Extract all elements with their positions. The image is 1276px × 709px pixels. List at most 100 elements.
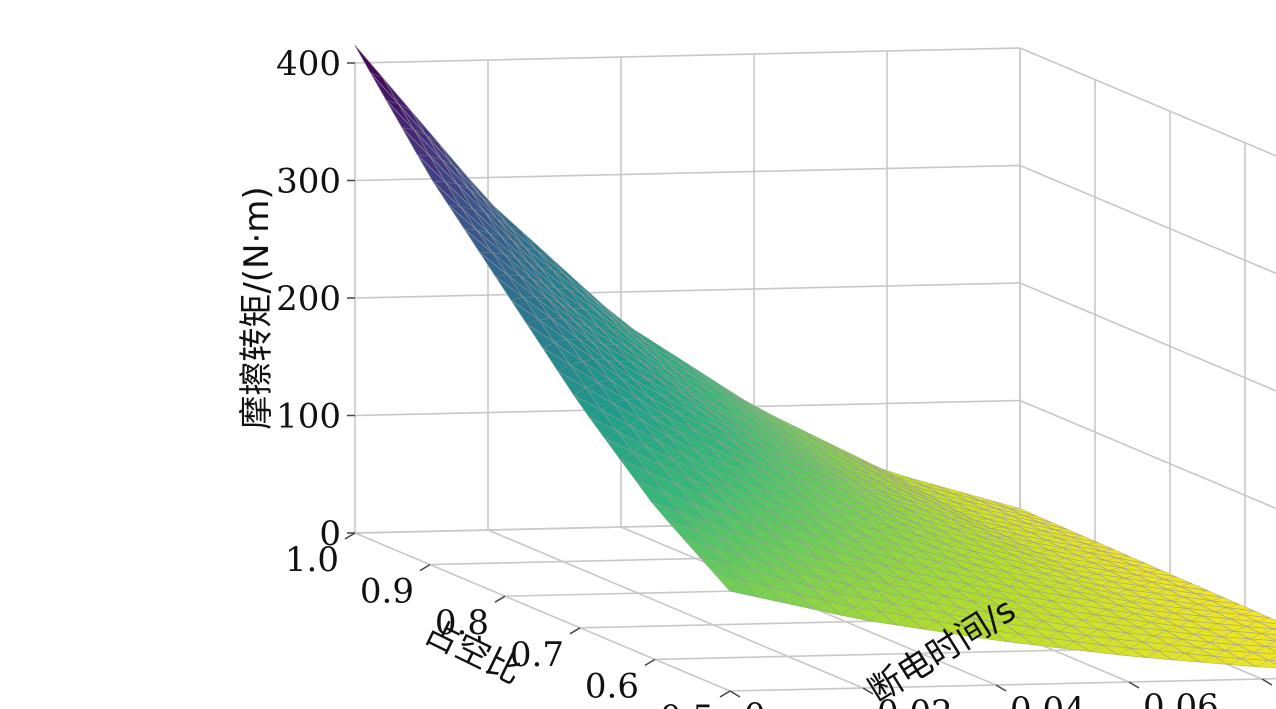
mesh-diagonal <box>1117 647 1131 656</box>
mesh-diagonal <box>983 507 996 510</box>
surface-cell <box>370 72 415 131</box>
mesh-diagonal <box>942 528 955 532</box>
mesh-diagonal <box>762 534 775 543</box>
mesh-diagonal <box>817 549 831 559</box>
mesh-diagonal <box>705 425 718 427</box>
mesh-diagonal <box>772 453 785 456</box>
y-tick-label: 0 <box>744 696 766 709</box>
mesh-diagonal <box>1205 623 1219 630</box>
mesh-diagonal <box>641 416 654 421</box>
mesh-diagonal <box>857 461 870 465</box>
mesh-diagonal <box>928 578 942 586</box>
mesh-diagonal <box>795 498 808 503</box>
mesh-diagonal <box>594 358 607 361</box>
mesh-diagonal <box>1122 613 1136 619</box>
mesh-diagonal <box>1053 557 1066 562</box>
grid-line <box>729 677 1276 692</box>
mesh-diagonal <box>1209 636 1222 643</box>
mesh-diagonal <box>696 445 709 452</box>
mesh-diagonal <box>805 446 818 449</box>
mesh-diagonal <box>398 103 411 111</box>
z-tick-label: 300 <box>276 162 341 202</box>
mesh-diagonal <box>613 399 626 405</box>
mesh-diagonal <box>564 274 577 282</box>
mesh-diagonal <box>902 522 915 525</box>
mesh-diagonal <box>1018 626 1032 635</box>
mesh-diagonal <box>441 159 454 167</box>
grid-line <box>1019 164 1276 275</box>
mesh-diagonal <box>573 387 587 396</box>
mesh-diagonal <box>536 250 550 257</box>
mesh-diagonal <box>785 593 798 604</box>
mesh-diagonal <box>417 154 430 157</box>
mesh-diagonal <box>715 485 729 491</box>
mesh-diagonal <box>500 235 513 242</box>
mesh-diagonal <box>607 315 621 323</box>
mesh-diagonal <box>779 484 792 488</box>
mesh-diagonal <box>1054 528 1067 530</box>
mesh-diagonal <box>766 556 779 564</box>
mesh-diagonal <box>809 578 822 587</box>
mesh-diagonal <box>761 418 775 424</box>
mesh-diagonal <box>1100 581 1113 586</box>
mesh-diagonal <box>940 572 954 579</box>
mesh-diagonal <box>1034 539 1047 543</box>
mesh-diagonal <box>706 388 719 391</box>
mesh-diagonal <box>932 596 945 603</box>
surface-mesh <box>354 45 1276 669</box>
mesh-diagonal <box>908 608 921 617</box>
mesh-diagonal <box>831 489 844 493</box>
mesh-diagonal <box>554 339 567 343</box>
mesh-diagonal <box>798 516 812 522</box>
mesh-diagonal <box>1016 564 1030 569</box>
mesh-diagonal <box>601 403 614 411</box>
mesh-diagonal <box>899 510 912 513</box>
mesh-diagonal <box>1127 585 1141 590</box>
mesh-diagonal <box>511 297 524 301</box>
mesh-diagonal <box>614 344 628 348</box>
mesh-diagonal <box>758 511 772 519</box>
mesh-diagonal <box>741 570 755 581</box>
mesh-diagonal <box>830 543 843 551</box>
mesh-diagonal <box>726 554 739 564</box>
mesh-diagonal <box>1041 560 1054 563</box>
mesh-diagonal <box>744 440 758 443</box>
mesh-diagonal <box>703 489 716 496</box>
mesh-diagonal <box>1268 656 1276 661</box>
mesh-diagonal <box>492 251 505 255</box>
mesh-diagonal <box>1056 568 1070 572</box>
mesh-diagonal <box>1197 642 1210 648</box>
mesh-diagonal <box>793 565 807 572</box>
mesh-diagonal <box>777 431 790 436</box>
mesh-diagonal <box>658 378 671 382</box>
mesh-diagonal <box>901 572 914 579</box>
mesh-diagonal <box>504 253 517 259</box>
mesh-diagonal <box>1091 596 1104 601</box>
mesh-diagonal <box>944 589 957 597</box>
mesh-diagonal <box>885 560 898 567</box>
y-tick-mark <box>1128 681 1140 689</box>
mesh-diagonal <box>667 511 680 522</box>
mesh-diagonal <box>734 524 748 533</box>
mesh-diagonal <box>802 535 815 543</box>
mesh-diagonal <box>997 544 1011 547</box>
mesh-diagonal <box>1020 576 1033 582</box>
mesh-diagonal <box>1185 647 1198 654</box>
mesh-diagonal <box>968 500 981 502</box>
mesh-diagonal <box>821 571 834 580</box>
mesh-diagonal <box>627 346 640 350</box>
grid-line <box>1019 399 1276 510</box>
mesh-diagonal <box>1006 633 1020 642</box>
mesh-diagonal <box>1046 631 1060 639</box>
mesh-diagonal <box>947 509 960 513</box>
mesh-diagonal <box>1114 632 1127 640</box>
z-tick-label: 200 <box>276 279 341 319</box>
mesh-diagonal <box>682 384 695 389</box>
y-tick-mark <box>729 690 741 698</box>
mesh-diagonal <box>1139 581 1153 587</box>
mesh-diagonal <box>457 183 470 190</box>
mesh-diagonal <box>857 552 871 559</box>
mesh-diagonal <box>595 310 609 316</box>
mesh-diagonal <box>888 480 901 484</box>
mesh-diagonal <box>660 458 673 465</box>
